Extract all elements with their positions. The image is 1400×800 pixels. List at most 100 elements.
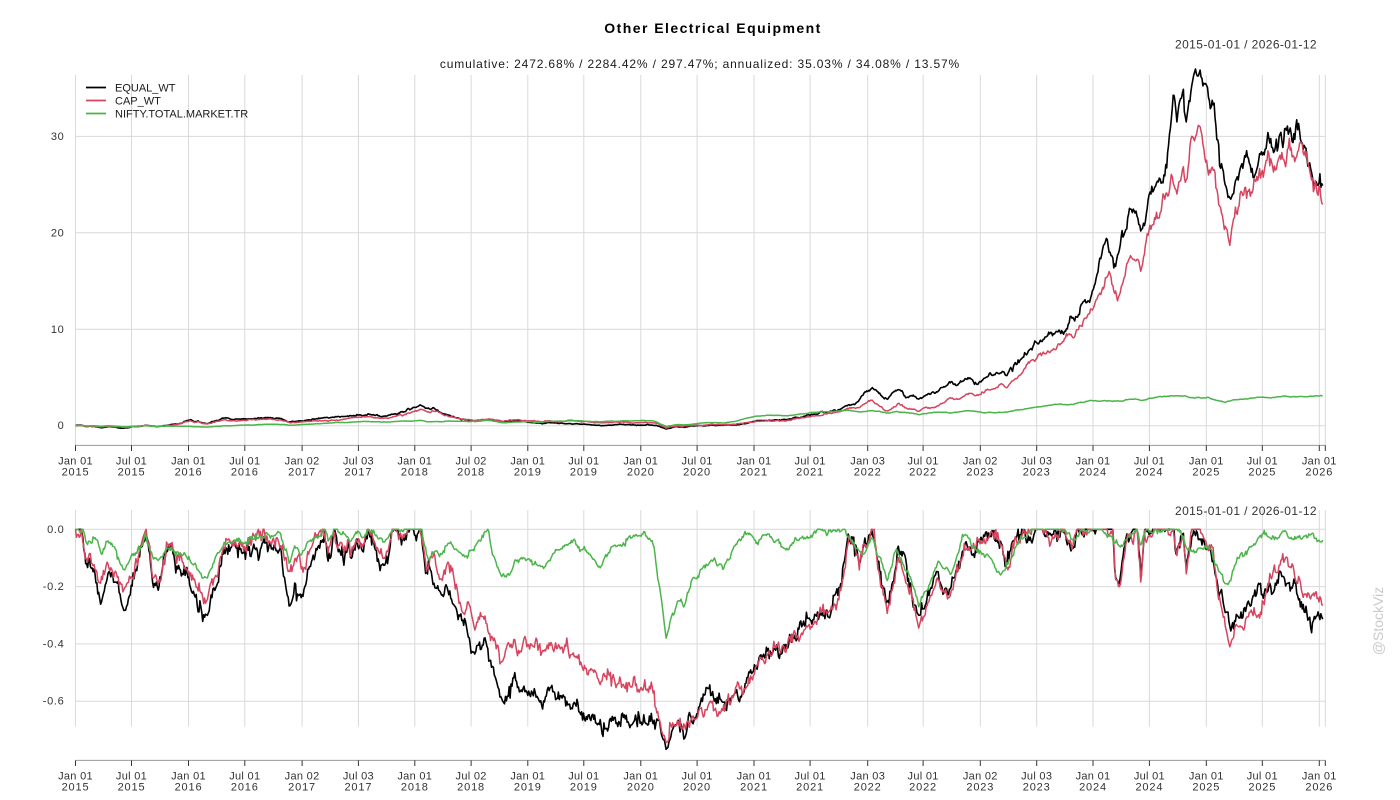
svg-text:Jan 02: Jan 02 [963,771,998,783]
svg-text:Jul 01: Jul 01 [908,456,939,468]
svg-text:2018: 2018 [401,782,429,794]
svg-text:Jul 03: Jul 03 [1021,456,1052,468]
svg-text:2016: 2016 [175,467,203,479]
svg-text:Jul 01: Jul 01 [116,771,147,783]
svg-text:2025: 2025 [1248,782,1276,794]
svg-text:Jan 01: Jan 01 [1302,771,1337,783]
svg-text:Jul 01: Jul 01 [1134,456,1165,468]
svg-text:2015-01-01 / 2026-01-12: 2015-01-01 / 2026-01-12 [1175,38,1317,52]
svg-text:2018: 2018 [401,467,429,479]
svg-text:Jul 01: Jul 01 [1134,771,1165,783]
svg-text:-0.2: -0.2 [43,581,65,593]
svg-text:2024: 2024 [1135,467,1163,479]
svg-text:2019: 2019 [570,782,598,794]
svg-text:2024: 2024 [1135,782,1163,794]
svg-text:2015-01-01 / 2026-01-12: 2015-01-01 / 2026-01-12 [1175,504,1317,518]
svg-text:2015: 2015 [118,467,146,479]
svg-text:2022: 2022 [909,782,937,794]
svg-text:Jan 01: Jan 01 [397,456,432,468]
svg-text:Jul 01: Jul 01 [682,456,713,468]
svg-text:@StockViz: @StockViz [1370,587,1386,655]
svg-text:Jan 01: Jan 01 [1189,456,1224,468]
svg-text:Jul 01: Jul 01 [1247,456,1278,468]
svg-text:2023: 2023 [1023,467,1051,479]
svg-text:Jul 03: Jul 03 [1021,771,1052,783]
svg-text:Jul 01: Jul 01 [229,456,260,468]
svg-text:Jul 02: Jul 02 [456,456,487,468]
svg-text:2017: 2017 [344,782,372,794]
svg-text:Jul 01: Jul 01 [795,456,826,468]
svg-text:30: 30 [51,131,65,143]
svg-text:NIFTY.TOTAL.MARKET.TR: NIFTY.TOTAL.MARKET.TR [115,109,248,121]
svg-text:Jan 02: Jan 02 [285,456,320,468]
svg-text:Jul 01: Jul 01 [568,456,599,468]
svg-text:Other Electrical Equipment: Other Electrical Equipment [604,20,821,36]
svg-text:Jul 03: Jul 03 [343,771,374,783]
svg-text:Jul 01: Jul 01 [229,771,260,783]
svg-text:0: 0 [58,420,65,432]
svg-text:Jan 01: Jan 01 [510,456,545,468]
svg-text:2022: 2022 [909,467,937,479]
svg-text:Jul 01: Jul 01 [568,771,599,783]
svg-text:2019: 2019 [570,467,598,479]
svg-text:Jan 02: Jan 02 [285,771,320,783]
svg-text:2015: 2015 [118,782,146,794]
svg-text:2023: 2023 [966,782,994,794]
svg-text:Jul 02: Jul 02 [456,771,487,783]
svg-text:2022: 2022 [854,782,882,794]
svg-text:2026: 2026 [1305,782,1333,794]
svg-text:2016: 2016 [231,782,259,794]
svg-text:2021: 2021 [796,467,824,479]
svg-text:Jan 01: Jan 01 [737,771,772,783]
svg-text:2021: 2021 [796,782,824,794]
svg-text:2025: 2025 [1192,467,1220,479]
svg-text:2024: 2024 [1079,467,1107,479]
svg-text:20: 20 [51,227,65,239]
svg-text:2018: 2018 [457,782,485,794]
svg-text:Jan 01: Jan 01 [623,771,658,783]
svg-text:2020: 2020 [627,782,655,794]
svg-text:Jan 01: Jan 01 [58,456,93,468]
svg-text:Jan 01: Jan 01 [510,771,545,783]
svg-text:2025: 2025 [1192,782,1220,794]
svg-text:Jan 01: Jan 01 [1076,456,1111,468]
svg-text:2019: 2019 [514,467,542,479]
svg-text:Jan 01: Jan 01 [58,771,93,783]
svg-text:Jul 01: Jul 01 [908,771,939,783]
svg-text:2025: 2025 [1248,467,1276,479]
svg-text:Jan 01: Jan 01 [171,771,206,783]
svg-text:2021: 2021 [740,467,768,479]
svg-text:2021: 2021 [740,782,768,794]
svg-text:2026: 2026 [1305,467,1333,479]
svg-text:-0.4: -0.4 [43,638,65,650]
svg-text:2024: 2024 [1079,782,1107,794]
svg-text:2023: 2023 [966,467,994,479]
svg-text:Jul 01: Jul 01 [1247,771,1278,783]
svg-text:2020: 2020 [627,467,655,479]
svg-text:-0.6: -0.6 [43,696,65,708]
svg-text:2023: 2023 [1023,782,1051,794]
svg-text:2020: 2020 [683,467,711,479]
svg-text:Jan 01: Jan 01 [1076,771,1111,783]
svg-text:2018: 2018 [457,467,485,479]
svg-text:2016: 2016 [231,467,259,479]
svg-text:Jan 01: Jan 01 [737,456,772,468]
svg-text:10: 10 [51,324,65,336]
svg-text:2017: 2017 [288,782,316,794]
svg-text:0.0: 0.0 [47,524,64,536]
svg-text:2017: 2017 [344,467,372,479]
svg-text:Jan 01: Jan 01 [171,456,206,468]
svg-text:Jul 01: Jul 01 [795,771,826,783]
svg-text:Jan 01: Jan 01 [1189,771,1224,783]
svg-text:Jan 02: Jan 02 [963,456,998,468]
svg-text:cumulative: 2472.68% / 2284.42: cumulative: 2472.68% / 2284.42% / 297.47… [440,57,960,71]
svg-text:2015: 2015 [62,467,90,479]
svg-text:2020: 2020 [683,782,711,794]
svg-text:2022: 2022 [854,467,882,479]
svg-text:CAP_WT: CAP_WT [115,96,161,108]
svg-text:Jul 01: Jul 01 [116,456,147,468]
svg-text:Jan 01: Jan 01 [1302,456,1337,468]
svg-text:Jan 03: Jan 03 [850,771,885,783]
svg-text:Jul 03: Jul 03 [343,456,374,468]
svg-text:2016: 2016 [175,782,203,794]
